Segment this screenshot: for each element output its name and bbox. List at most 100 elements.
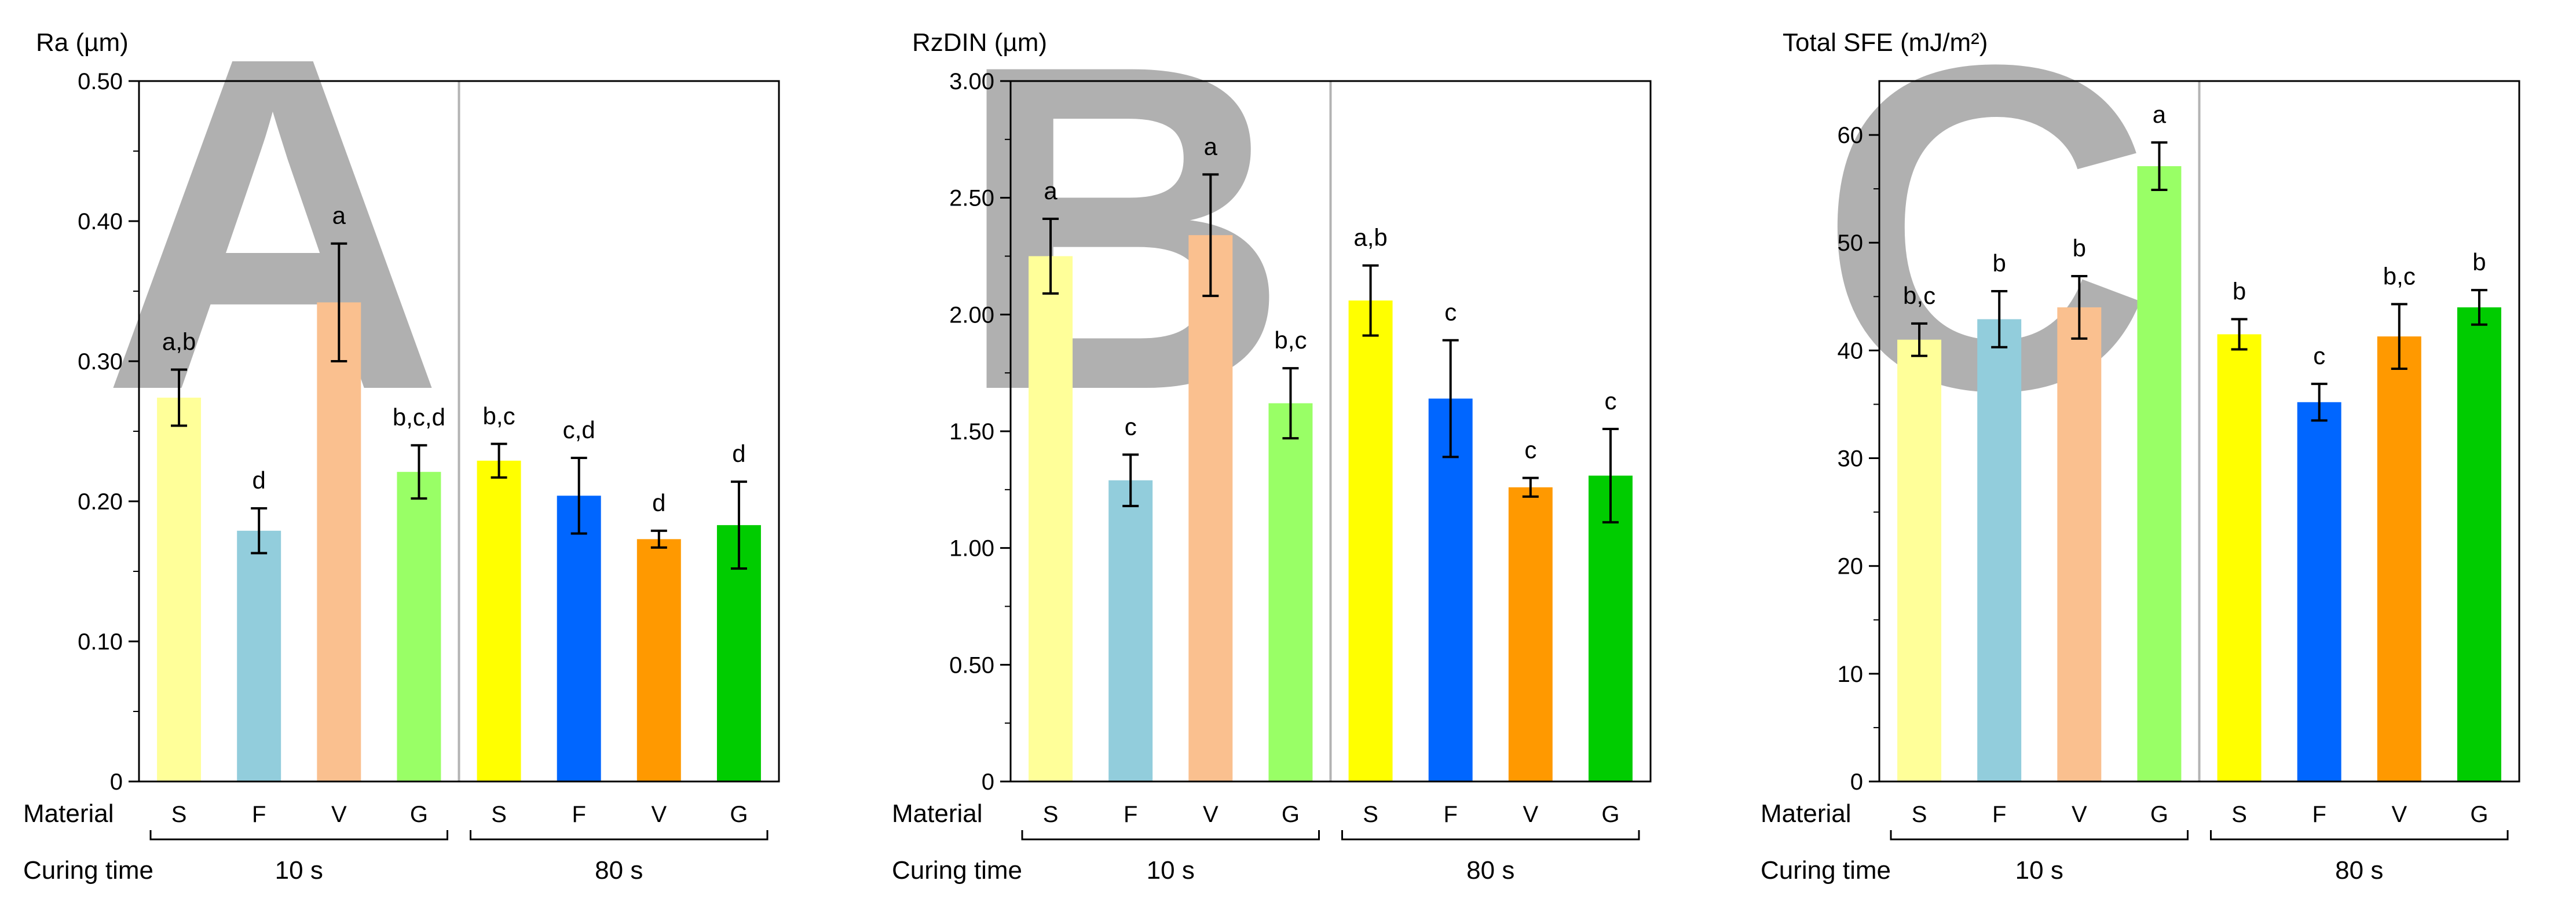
group-label: 10 s: [2015, 856, 2063, 885]
group-bracket: [1341, 830, 1640, 841]
bar: [2377, 336, 2421, 781]
significance-label: a: [332, 202, 346, 229]
group-bracket: [149, 830, 448, 841]
x-category-label: G: [730, 802, 748, 827]
significance-label: c: [1524, 436, 1536, 464]
x-category-label: G: [1601, 802, 1619, 827]
x-category-label: V: [1523, 802, 1538, 827]
y-tick-label: 40: [1838, 338, 1864, 364]
y-tick-label: 0: [1850, 769, 1863, 795]
group-label: 80 s: [2335, 856, 2383, 885]
x-category-label: F: [2312, 802, 2326, 827]
y-tick-label: 1.00: [949, 536, 994, 562]
x-category-label: F: [1124, 802, 1137, 827]
y-tick-label: 30: [1838, 446, 1864, 472]
bar: [477, 460, 521, 781]
material-row-label: Material: [23, 799, 114, 828]
significance-label: a: [1204, 133, 1218, 160]
y-tick-label: 10: [1838, 662, 1864, 687]
bar: [237, 530, 281, 781]
significance-label: c: [1444, 299, 1457, 326]
bar: [2457, 307, 2501, 781]
panel-letter: B: [956, 0, 1290, 486]
significance-label: b,c: [1274, 326, 1307, 354]
y-tick-label: 60: [1838, 123, 1864, 148]
plot-frame: [138, 80, 780, 783]
bar: [2217, 334, 2262, 781]
x-category-label: F: [252, 802, 266, 827]
bar: [1428, 398, 1473, 781]
panel-a: ARa (µm)00.100.200.300.400.50a,bSdFaVb,c…: [23, 0, 780, 885]
y-tick-label: 1.50: [949, 419, 994, 445]
significance-label: d: [732, 440, 745, 467]
group-bracket: [2210, 830, 2509, 841]
x-category-label: S: [1043, 802, 1059, 827]
x-category-label: F: [1992, 802, 2006, 827]
significance-label: a,b: [162, 328, 196, 355]
x-category-label: F: [1443, 802, 1457, 827]
bar: [2137, 166, 2182, 781]
y-tick-label: 2.00: [949, 302, 994, 328]
bar: [1029, 256, 1073, 781]
bar: [157, 397, 202, 781]
y-tick-label: 0: [982, 769, 994, 795]
y-tick-label: 0.20: [78, 489, 123, 515]
bar: [1588, 475, 1633, 781]
bar: [2057, 307, 2102, 781]
y-tick-label: 0.40: [78, 209, 123, 234]
x-category-label: S: [171, 802, 187, 827]
group-bracket: [1021, 830, 1320, 841]
x-category-label: S: [1912, 802, 1927, 827]
x-category-label: G: [2150, 802, 2168, 827]
curing-time-row-label: Curing time: [23, 856, 153, 885]
significance-label: b: [2233, 277, 2246, 304]
significance-label: c: [1604, 387, 1616, 414]
y-tick-label: 0: [110, 769, 123, 795]
bar: [557, 496, 601, 781]
x-category-label: G: [1282, 802, 1300, 827]
significance-label: b,c: [2383, 262, 2416, 289]
significance-label: b,c: [483, 402, 515, 430]
x-category-label: S: [2231, 802, 2247, 827]
x-category-label: V: [1203, 802, 1219, 827]
y-tick-label: 50: [1838, 230, 1864, 256]
bar: [1508, 487, 1553, 781]
x-category-label: V: [331, 802, 347, 827]
plot-frame: [1009, 80, 1652, 783]
group-label: 10 s: [1147, 856, 1195, 885]
bar: [397, 472, 441, 781]
y-tick-label: 0.50: [78, 69, 123, 94]
y-tick-label: 0.30: [78, 349, 123, 375]
significance-label: a,b: [1353, 224, 1387, 251]
bar: [1188, 235, 1233, 781]
y-tick-label: 3.00: [949, 69, 994, 94]
significance-label: c: [2313, 342, 2325, 369]
y-axis-title: RzDIN (µm): [912, 28, 1047, 57]
group-bracket: [1890, 830, 2189, 841]
significance-label: b: [2073, 234, 2086, 262]
group-bracket: [470, 830, 769, 841]
bar: [1348, 300, 1393, 781]
significance-label: a: [1044, 177, 1058, 204]
significance-label: b: [1993, 249, 2006, 277]
significance-label: c,d: [563, 416, 595, 443]
y-tick-label: 0.10: [78, 629, 123, 655]
x-category-label: S: [1363, 802, 1378, 827]
curing-time-row-label: Curing time: [1761, 856, 1891, 885]
bar: [1897, 339, 1942, 781]
bar: [1108, 480, 1153, 781]
x-category-label: V: [2072, 802, 2087, 827]
significance-label: c: [1125, 413, 1137, 440]
bar: [636, 539, 681, 781]
significance-label: d: [652, 489, 665, 516]
significance-label: b: [2472, 248, 2486, 276]
bar: [1268, 403, 1313, 781]
x-category-label: G: [2470, 802, 2488, 827]
x-category-label: V: [651, 802, 667, 827]
group-label: 80 s: [595, 856, 643, 885]
material-row-label: Material: [1761, 799, 1851, 828]
x-category-label: V: [2391, 802, 2407, 827]
